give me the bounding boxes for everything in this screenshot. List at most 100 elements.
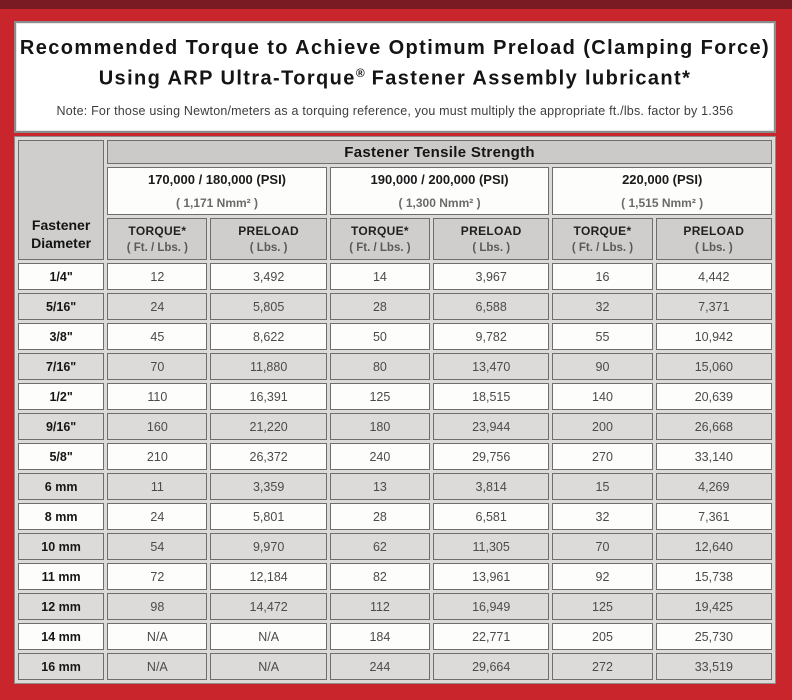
value-cell: 16 <box>552 263 653 290</box>
value-cell: N/A <box>107 623 208 650</box>
value-cell: 112 <box>329 593 431 620</box>
diameter-cell: 9/16" <box>18 413 105 440</box>
value-cell: 33,519 <box>655 653 772 680</box>
diameter-cell: 3/8" <box>18 323 105 350</box>
table-row: 9/16" 160 21,220 180 23,944 200 26,668 <box>18 413 772 440</box>
diameter-cell: 5/16" <box>18 293 105 320</box>
value-cell: 11,305 <box>433 533 550 560</box>
torque-label: TORQUE* <box>573 224 632 238</box>
preload-units: ( Lbs. ) <box>472 242 511 254</box>
value-cell: 92 <box>552 563 653 590</box>
value-cell: 32 <box>552 503 653 530</box>
table-row: 5/8" 210 26,372 240 29,756 270 33,140 <box>18 443 772 470</box>
preload-label: PRELOAD <box>460 224 522 238</box>
value-cell: 55 <box>552 323 653 350</box>
value-cell: 50 <box>329 323 431 350</box>
value-cell: 10,942 <box>655 323 772 350</box>
title-line2-suffix: Fastener Assembly lubricant* <box>364 67 692 90</box>
value-cell: 12,184 <box>210 563 327 590</box>
page-title-line2: Using ARP Ultra-Torque® Fastener Assembl… <box>99 61 692 92</box>
diameter-cell: 8 mm <box>18 503 105 530</box>
diameter-cell: 10 mm <box>18 533 105 560</box>
diameter-cell: 14 mm <box>18 623 105 650</box>
value-cell: 184 <box>329 623 431 650</box>
value-cell: 70 <box>107 353 208 380</box>
value-cell: 4,442 <box>655 263 772 290</box>
value-cell: 54 <box>107 533 208 560</box>
value-cell: 62 <box>329 533 431 560</box>
torque-column-header: TORQUE* ( Ft. / Lbs. ) <box>107 218 208 260</box>
value-cell: 125 <box>329 383 431 410</box>
psi-header-row: 170,000 / 180,000 (PSI) ( 1,171 Nmm² ) 1… <box>18 167 772 215</box>
value-cell: 45 <box>107 323 208 350</box>
table-row: 5/16" 24 5,805 28 6,588 32 7,371 <box>18 293 772 320</box>
value-cell: 3,814 <box>433 473 550 500</box>
diameter-cell: 5/8" <box>18 443 105 470</box>
table-row: 14 mm N/A N/A 184 22,771 205 25,730 <box>18 623 772 650</box>
value-cell: 5,801 <box>210 503 327 530</box>
value-cell: 29,664 <box>433 653 550 680</box>
preload-column-header: PRELOAD ( Lbs. ) <box>210 218 327 260</box>
torque-preload-table: Fastener Diameter Fastener Tensile Stren… <box>14 136 776 684</box>
value-cell: 16,391 <box>210 383 327 410</box>
value-cell: 98 <box>107 593 208 620</box>
psi-header-220: 220,000 (PSI) ( 1,515 Nmm² ) <box>552 167 772 215</box>
nmm-value: ( 1,515 Nmm² ) <box>621 196 704 210</box>
diameter-cell: 1/4" <box>18 263 105 290</box>
value-cell: 180 <box>329 413 431 440</box>
value-cell: 4,269 <box>655 473 772 500</box>
value-cell: 90 <box>552 353 653 380</box>
value-cell: 7,361 <box>655 503 772 530</box>
value-cell: 19,425 <box>655 593 772 620</box>
value-cell: 6,581 <box>433 503 550 530</box>
column-header-row: TORQUE* ( Ft. / Lbs. ) PRELOAD ( Lbs. ) … <box>18 218 772 260</box>
value-cell: 23,944 <box>433 413 550 440</box>
top-maroon-strip <box>0 0 792 9</box>
preload-units: ( Lbs. ) <box>694 242 733 254</box>
value-cell: 272 <box>552 653 653 680</box>
value-cell: 28 <box>329 503 431 530</box>
value-cell: 26,668 <box>655 413 772 440</box>
psi-value: 170,000 / 180,000 (PSI) <box>147 172 287 187</box>
registered-trademark-symbol: ® <box>355 65 365 80</box>
torque-column-header: TORQUE* ( Ft. / Lbs. ) <box>552 218 653 260</box>
corner-header-fastener-diameter: Fastener Diameter <box>18 140 105 260</box>
value-cell: 9,782 <box>433 323 550 350</box>
value-cell: 15 <box>552 473 653 500</box>
table-row: 1/2" 110 16,391 125 18,515 140 20,639 <box>18 383 772 410</box>
preload-label: PRELOAD <box>683 224 745 238</box>
diameter-cell: 12 mm <box>18 593 105 620</box>
page-title-line1: Recommended Torque to Achieve Optimum Pr… <box>19 36 771 59</box>
group-header-row: Fastener Diameter Fastener Tensile Stren… <box>18 140 772 260</box>
torque-column-header: TORQUE* ( Ft. / Lbs. ) <box>329 218 431 260</box>
value-cell: 82 <box>329 563 431 590</box>
preload-column-header: PRELOAD ( Lbs. ) <box>433 218 550 260</box>
table-row: 7/16" 70 11,880 80 13,470 90 15,060 <box>18 353 772 380</box>
value-cell: 8,622 <box>210 323 327 350</box>
value-cell: 205 <box>552 623 653 650</box>
value-cell: 160 <box>107 413 208 440</box>
value-cell: 24 <box>107 293 208 320</box>
corner-header-line1: Fastener <box>31 217 91 233</box>
value-cell: 110 <box>107 383 208 410</box>
value-cell: 11,880 <box>210 353 327 380</box>
torque-units: ( Ft. / Lbs. ) <box>349 242 411 254</box>
corner-header-line2: Diameter <box>31 235 92 251</box>
preload-label: PRELOAD <box>238 224 300 238</box>
nmm-value: ( 1,300 Nmm² ) <box>398 196 481 210</box>
value-cell: 14 <box>329 263 431 290</box>
diameter-cell: 7/16" <box>18 353 105 380</box>
value-cell: 33,140 <box>655 443 772 470</box>
sheet-content: Recommended Torque to Achieve Optimum Pr… <box>14 21 776 684</box>
value-cell: 32 <box>552 293 653 320</box>
title-panel: Recommended Torque to Achieve Optimum Pr… <box>14 21 776 133</box>
value-cell: 24 <box>107 503 208 530</box>
value-cell: 12 <box>107 263 208 290</box>
diameter-cell: 6 mm <box>18 473 105 500</box>
nmm-value: ( 1,171 Nmm² ) <box>175 196 259 210</box>
value-cell: 3,967 <box>433 263 550 290</box>
value-cell: 7,371 <box>655 293 772 320</box>
value-cell: 29,756 <box>433 443 550 470</box>
value-cell: N/A <box>210 653 327 680</box>
value-cell: N/A <box>210 623 327 650</box>
